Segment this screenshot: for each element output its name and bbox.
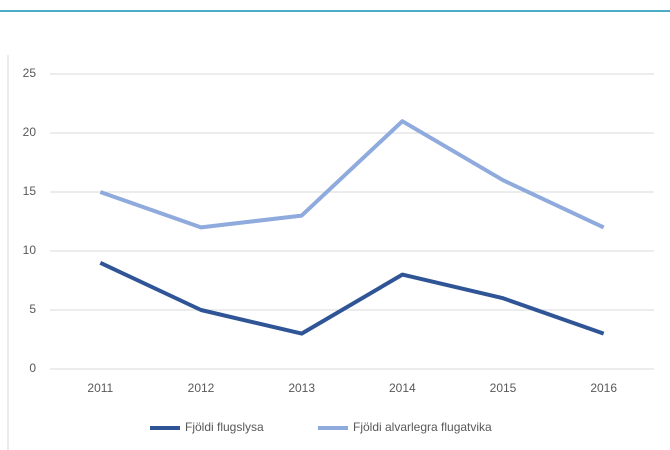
y-tick-label: 20 <box>23 125 37 139</box>
x-tick-label: 2011 <box>87 381 113 395</box>
y-tick-label: 5 <box>29 302 36 316</box>
x-tick-label: 2013 <box>288 381 315 395</box>
y-tick-label: 25 <box>23 66 37 80</box>
x-tick-label: 2016 <box>590 381 617 395</box>
y-tick-label: 0 <box>29 361 36 375</box>
series-line <box>99 260 605 336</box>
series-line <box>99 119 605 230</box>
x-tick-label: 2012 <box>188 381 215 395</box>
legend-label: Fjöldi flugslysa <box>185 420 264 434</box>
legend-label: Fjöldi alvarlegra flugatvika <box>353 420 492 434</box>
y-tick-label: 15 <box>23 184 37 198</box>
x-tick-label: 2015 <box>490 381 517 395</box>
x-tick-label: 2014 <box>389 381 416 395</box>
y-tick-label: 10 <box>23 243 37 257</box>
